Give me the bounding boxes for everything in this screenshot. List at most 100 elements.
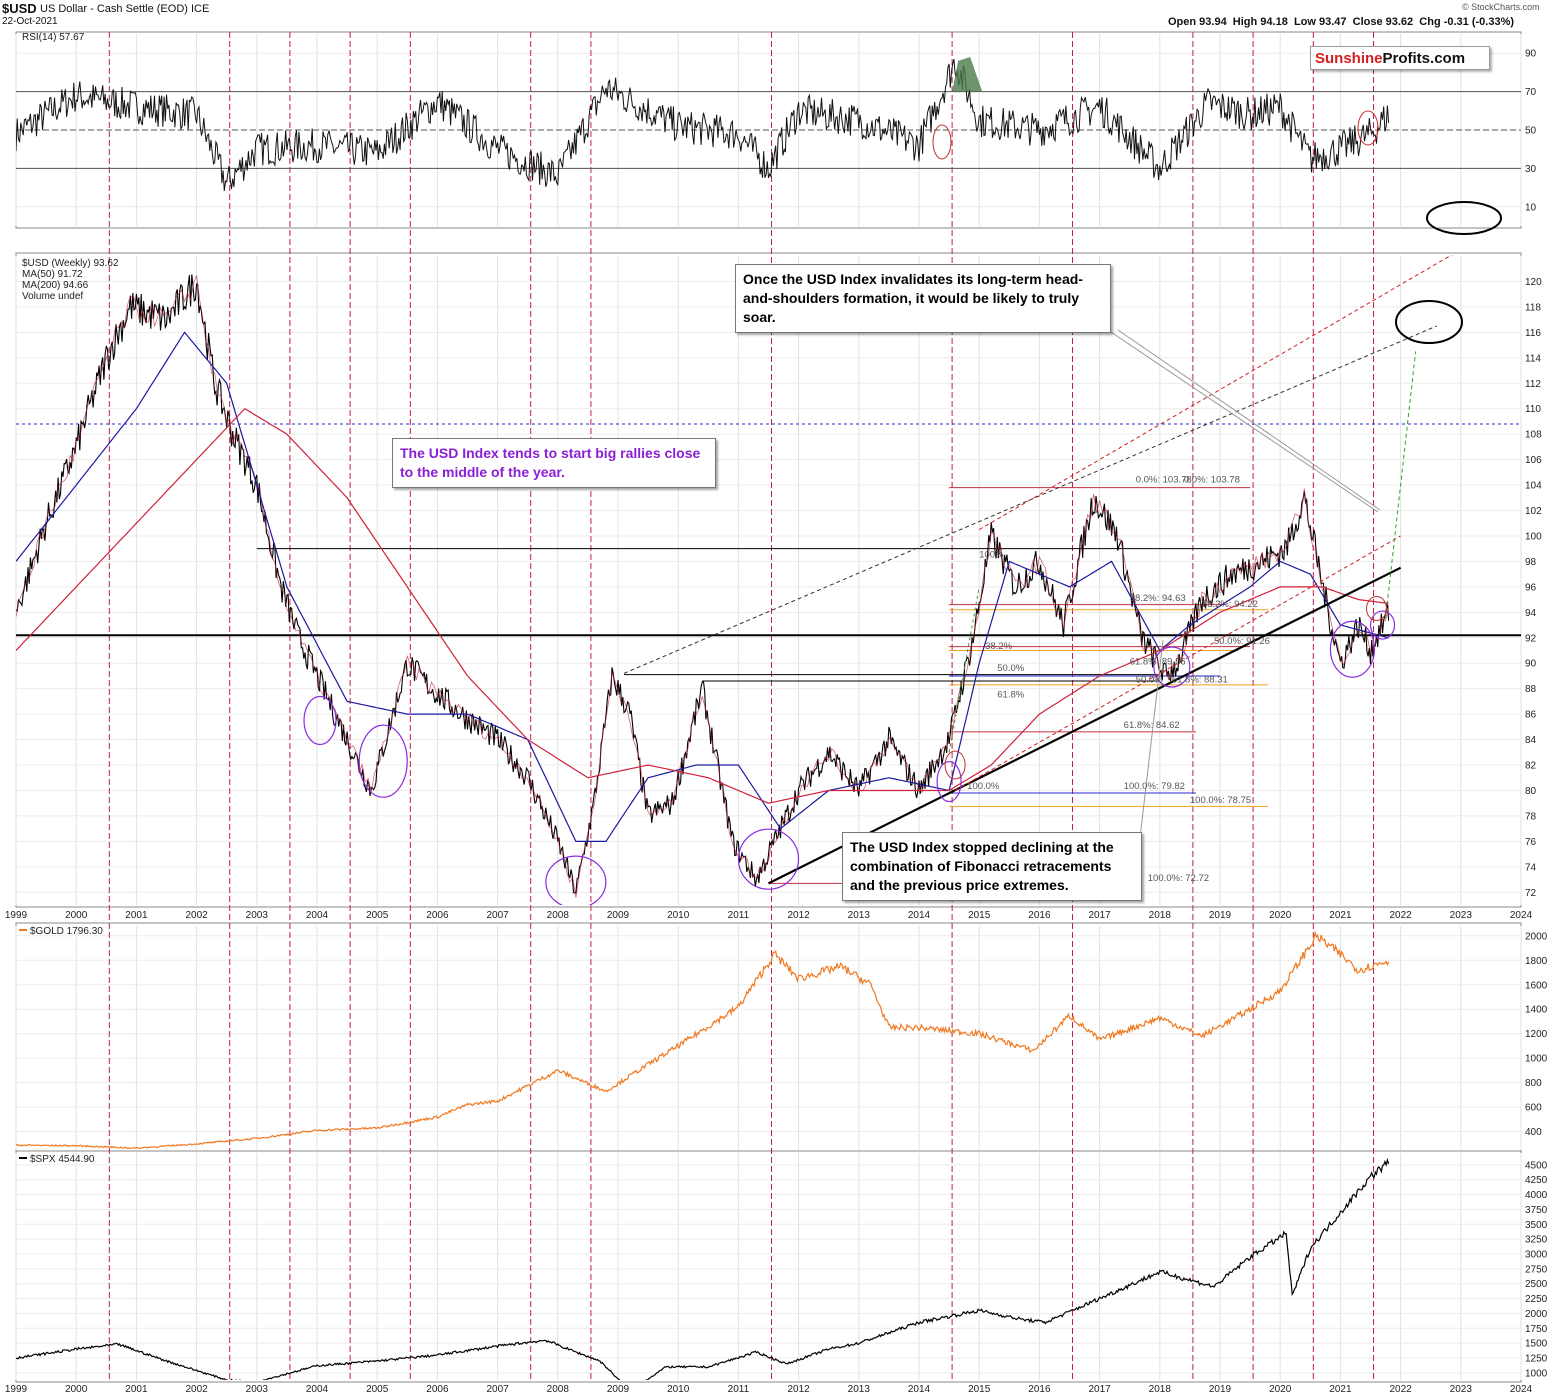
fib-label: 61.8%: 88.31 [1172, 674, 1228, 685]
usd-legend-ma200: MA(200) 94.66 [22, 280, 89, 291]
low-ellipse [936, 760, 962, 803]
stockcharts-credit: © StockCharts.com [1462, 2, 1540, 12]
y-tick-label: 90 [1525, 659, 1537, 670]
fib-label: 100% [979, 550, 1004, 561]
y-tick-label: 74 [1525, 862, 1537, 873]
logo-part1: Sunshine [1315, 49, 1383, 67]
x-tick-label: 2001 [125, 1384, 148, 1395]
x-tick-label: 2007 [486, 1384, 509, 1395]
fib-label: 0.0%: 103.78 [1184, 475, 1240, 486]
x-tick-label: 2010 [667, 1384, 690, 1395]
y-tick-label: 84 [1525, 735, 1537, 746]
x-tick-label: 2006 [426, 910, 449, 921]
rsi-legend: RSI(14) 57.67 [22, 32, 85, 43]
usd-legend: $USD (Weekly) 93.62 MA(50) 91.72 MA(200)… [22, 258, 119, 302]
y-tick-label: 96 [1525, 582, 1537, 593]
grid [15, 34, 1522, 1380]
x-tick-label: 2008 [547, 1384, 570, 1395]
y-tick-label: 114 [1525, 353, 1541, 364]
fib-label: 100.0%: 79.82 [1124, 781, 1185, 792]
y-tick-label: 4250 [1525, 1175, 1548, 1186]
x-tick-label: 2012 [787, 910, 810, 921]
x-tick-label: 2001 [125, 910, 148, 921]
y-tick-label: 3000 [1525, 1250, 1548, 1261]
fib-label: 50.0%: 91.26 [1214, 636, 1270, 647]
y-tick-label: 104 [1525, 481, 1542, 492]
chart-instrument-name: US Dollar - Cash Settle (EOD) ICE [40, 3, 210, 15]
x-axis-spx: 1999 2000 2001 2002 2003 2004 2005 2006 2007 2008… [5, 1384, 1533, 1395]
y-tick-label: 92 [1525, 633, 1537, 644]
y-tick-label: 76 [1525, 837, 1537, 848]
x-tick-label: 2002 [185, 910, 208, 921]
y-tick-label: 30 [1525, 164, 1537, 175]
gold-price-line [16, 930, 1390, 1150]
spx-price-line [16, 1157, 1390, 1380]
y-tick-label: 50 [1525, 126, 1537, 137]
x-tick-label: 2013 [848, 910, 871, 921]
y-tick-label: 2500 [1525, 1279, 1548, 1290]
gold-panel [16, 930, 1390, 1150]
y-tick-label: 112 [1525, 379, 1541, 390]
fib-label: 38.2% [985, 641, 1012, 652]
usd-panel-frame [15, 252, 1522, 908]
x-tick-label: 2019 [1209, 910, 1232, 921]
low-ellipse [303, 695, 337, 746]
x-tick-label: 2004 [306, 1384, 329, 1395]
low-ellipse [1329, 620, 1376, 678]
ma200-line [16, 407, 1389, 804]
rsi-overbought-fill [952, 57, 983, 92]
y-tick-label: 118 [1525, 302, 1541, 313]
x-tick-label: 2021 [1329, 1384, 1352, 1395]
usd-down-bars [16, 275, 1389, 898]
low-ellipse [737, 828, 800, 890]
x-tick-label: 2017 [1088, 910, 1111, 921]
fib-label: 50.0% [997, 663, 1024, 674]
y-tick-label: 600 [1525, 1103, 1542, 1114]
spx-legend: $SPX 4544.90 [30, 1154, 95, 1165]
x-tick-label: 2007 [486, 910, 509, 921]
fib-label: 61.8%: 89.56 [1130, 656, 1186, 667]
x-tick-label: 2020 [1269, 910, 1292, 921]
y-tick-label: 102 [1525, 506, 1542, 517]
y-tick-label: 10 [1525, 202, 1537, 213]
x-tick-label: 2024 [1510, 1384, 1533, 1395]
y-tick-label: 88 [1525, 684, 1537, 695]
y-tick-label: 2250 [1525, 1294, 1548, 1305]
x-tick-label: 2013 [848, 1384, 871, 1395]
green-2014-rally-line [948, 586, 980, 753]
usd-price-panel [16, 255, 1521, 905]
y-tick-label: 2750 [1525, 1264, 1548, 1275]
rsi-highlight-2021 [1357, 110, 1379, 146]
rsi-panel [16, 57, 1521, 191]
x-tick-label: 2017 [1088, 1384, 1111, 1395]
fib-label: 100.0%: 72.72 [1148, 873, 1209, 884]
annotation-head-and-shoulders: Once the USD Index invalidates its long-… [735, 264, 1111, 333]
y-tick-label: 82 [1525, 761, 1537, 772]
target-ellipse-upper [1426, 201, 1502, 235]
rsi-highlight-2014 [932, 124, 952, 160]
fib-label: 50.0% [1136, 674, 1163, 685]
x-tick-label: 2010 [667, 910, 690, 921]
fib-label: 38.2%: 94.63 [1130, 593, 1186, 604]
sunshine-profits-logo: Sunshine Profits.com [1310, 46, 1490, 70]
fib-label: 38.2%: 94.22 [1202, 599, 1258, 610]
y-tick-label: 1800 [1525, 956, 1548, 967]
y-tick-label: 1500 [1525, 1339, 1548, 1350]
y-tick-label: 78 [1525, 811, 1537, 822]
x-tick-label: 2018 [1149, 1384, 1172, 1395]
x-tick-label: 2020 [1269, 1384, 1292, 1395]
x-tick-label: 2005 [366, 910, 389, 921]
fib-label: 61.8%: 84.62 [1124, 720, 1180, 731]
usd-legend-volume: Volume undef [22, 291, 83, 302]
x-tick-label: 2003 [246, 910, 269, 921]
y-tick-label: 86 [1525, 710, 1537, 721]
y-tick-label: 100 [1525, 531, 1542, 542]
low-ellipse [545, 855, 607, 905]
annotation-pointer [1107, 329, 1379, 513]
y-tick-label: 2000 [1525, 931, 1548, 942]
y-tick-label: 400 [1525, 1127, 1542, 1138]
usd-legend-ma50: MA(50) 91.72 [22, 269, 83, 280]
usd-y-axis: 72 74 76 78 80 82 84 86 88 90 92 94 96 98 100 102 104 106… [1525, 277, 1542, 899]
x-tick-label: 2000 [65, 1384, 88, 1395]
x-tick-label: 2009 [607, 1384, 630, 1395]
